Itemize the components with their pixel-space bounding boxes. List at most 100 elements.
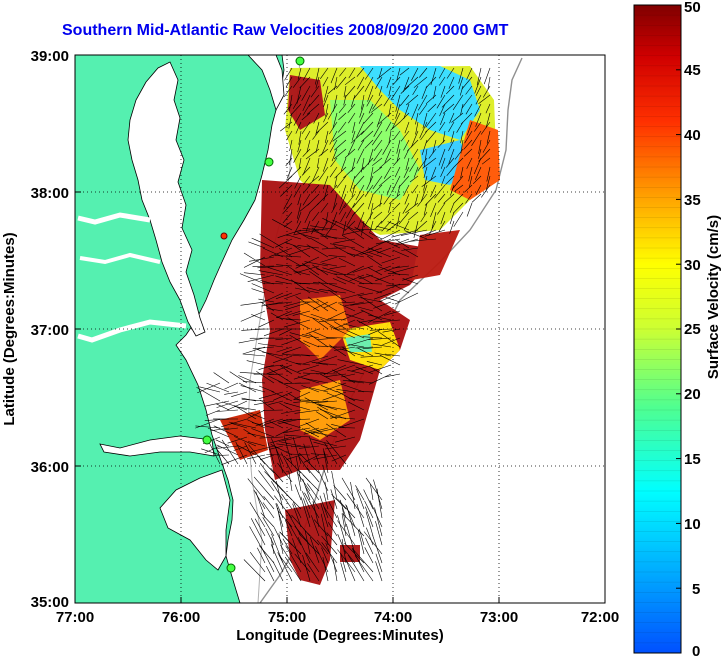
velocity-arrow <box>270 444 293 456</box>
velocity-arrow <box>335 436 356 443</box>
velocity-arrow <box>336 76 347 89</box>
velocity-arrow <box>343 85 347 98</box>
velocity-arrow <box>293 184 302 198</box>
velocity-arrow <box>299 76 311 89</box>
velocity-arrow <box>262 292 284 303</box>
velocity-arrow <box>365 511 374 537</box>
velocity-arrow <box>393 157 401 166</box>
velocity-arrow <box>357 347 374 357</box>
velocity-arrow <box>257 455 275 474</box>
velocity-arrow <box>240 385 266 393</box>
velocity-arrow <box>437 202 446 215</box>
velocity-arrow <box>474 103 482 117</box>
velocity-arrow <box>278 328 293 336</box>
velocity-arrow <box>348 344 365 348</box>
velocity-arrow <box>359 283 383 285</box>
colorbar-label: Surface Velocity (cm/s) <box>705 215 722 379</box>
y-tick-label: 37:00 <box>31 322 69 339</box>
velocity-arrow <box>475 166 482 181</box>
velocity-arrow <box>199 386 221 393</box>
velocity-arrow <box>284 292 302 300</box>
velocity-arrow <box>415 112 419 125</box>
velocity-arrow <box>391 229 419 238</box>
velocity-arrow <box>388 85 392 96</box>
velocity-arrow <box>357 275 374 285</box>
velocity-arrow <box>412 85 419 96</box>
velocity-arrow <box>360 355 383 358</box>
velocity-arrow <box>283 455 302 474</box>
velocity-arrow <box>285 301 311 311</box>
velocity-arrow <box>295 121 302 134</box>
velocity-arrow <box>243 272 266 276</box>
velocity-arrow <box>383 166 392 179</box>
velocity-arrow <box>247 478 266 501</box>
velocity-arrow <box>320 503 329 528</box>
velocity-arrow <box>392 202 401 211</box>
velocity-arrow <box>372 202 383 211</box>
velocity-arrow <box>195 418 221 429</box>
velocity-arrow <box>258 364 275 370</box>
velocity-arrow <box>196 386 221 402</box>
velocity-arrow <box>283 435 293 465</box>
velocity-arrow <box>464 184 473 193</box>
velocity-arrow <box>355 346 374 349</box>
velocity-arrow <box>424 229 446 237</box>
velocity-arrow <box>388 202 392 213</box>
velocity-arrow <box>356 121 365 138</box>
velocity-arrow <box>372 343 392 348</box>
velocity-arrow <box>450 130 455 144</box>
velocity-arrow <box>352 265 374 273</box>
velocity-arrow <box>251 422 275 429</box>
velocity-arrow <box>302 67 311 81</box>
y-tick-label: 39:00 <box>31 48 69 65</box>
velocity-arrow <box>341 292 365 300</box>
velocity-arrow <box>343 94 347 106</box>
velocity-arrow <box>334 166 347 179</box>
velocity-arrow <box>280 452 293 474</box>
velocity-arrow <box>321 139 329 156</box>
velocity-arrow <box>306 103 320 115</box>
velocity-arrow <box>270 312 284 321</box>
velocity-arrow <box>446 67 455 79</box>
velocity-arrow <box>322 157 329 172</box>
delaware-bay <box>247 55 285 112</box>
velocity-arrow <box>373 166 383 174</box>
velocity-arrow <box>323 85 329 102</box>
velocity-arrow <box>266 454 284 456</box>
velocity-arrow <box>310 313 329 321</box>
velocity-arrow <box>305 220 311 232</box>
velocity-arrow <box>372 319 401 323</box>
velocity-arrow <box>302 175 311 186</box>
velocity-arrow <box>363 489 374 510</box>
velocity-arrow <box>278 175 293 189</box>
velocity-arrow <box>365 506 374 528</box>
velocity-arrow <box>342 220 347 236</box>
velocity-arrow <box>320 235 347 240</box>
x-tick-label: 76:00 <box>162 609 200 626</box>
velocity-arrow <box>415 121 419 135</box>
velocity-arrow <box>222 401 248 411</box>
velocity-arrow <box>478 148 482 159</box>
velocity-arrow <box>383 94 392 107</box>
colorbar-tick-label: 0 <box>692 643 700 659</box>
velocity-arrow <box>255 491 266 519</box>
velocity-arrow <box>205 409 221 416</box>
velocity-arrow <box>277 418 293 423</box>
velocity-arrow <box>302 355 329 365</box>
velocity-arrow <box>311 362 338 366</box>
velocity-arrow <box>323 184 329 202</box>
velocity-arrow <box>244 442 257 465</box>
colorbar-ticks <box>676 4 681 589</box>
velocity-arrow <box>448 76 455 89</box>
velocity-arrow <box>339 193 347 211</box>
velocity-arrow <box>364 547 374 564</box>
velocity-arrow <box>278 248 293 258</box>
velocity-arrow <box>297 193 302 206</box>
velocity-arrow <box>195 425 221 429</box>
velocity-arrow <box>292 436 302 465</box>
velocity-arrow <box>456 121 464 133</box>
velocity-arrow <box>403 139 410 151</box>
velocity-arrow <box>466 67 473 80</box>
velocity-arrow <box>312 501 320 528</box>
velocity-arrow <box>409 238 437 242</box>
